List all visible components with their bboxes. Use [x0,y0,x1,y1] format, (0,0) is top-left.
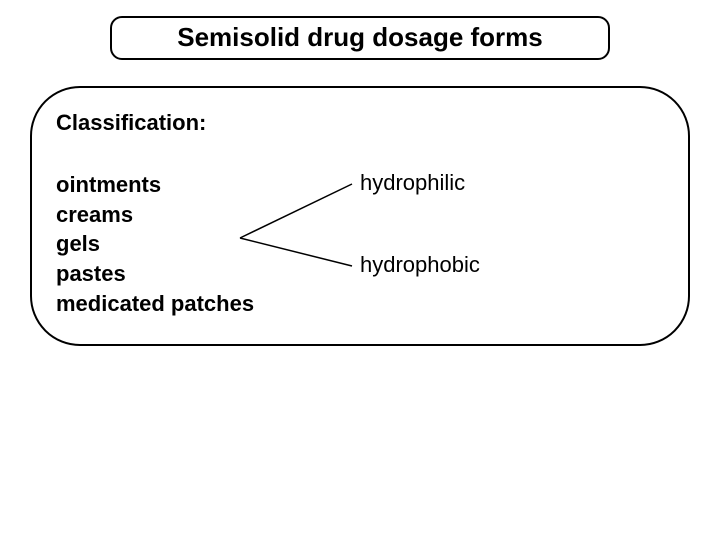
line-to-hydrophobic [240,238,352,266]
branch-lines [0,0,720,540]
line-to-hydrophilic [240,184,352,238]
